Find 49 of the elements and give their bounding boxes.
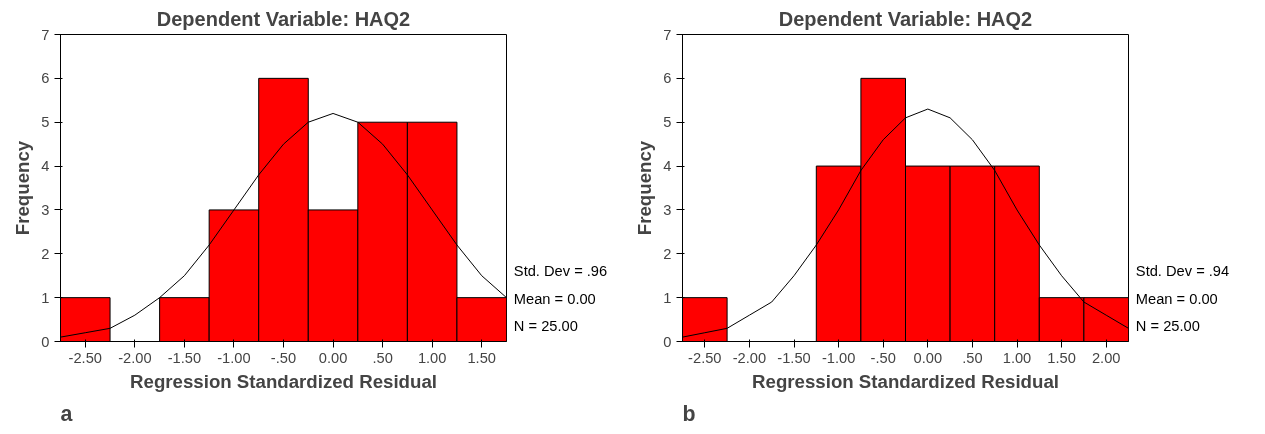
y-tick-label: 0: [663, 333, 672, 350]
y-tick-label: 4: [41, 158, 50, 175]
x-tick-label: -.50: [270, 349, 297, 366]
y-tick-label: 6: [663, 70, 672, 87]
y-tick-label: 2: [663, 245, 672, 262]
text: Std. Dev = .96: [513, 262, 608, 279]
x-tick-label: 1.00: [1002, 349, 1032, 366]
text: a: [60, 401, 73, 426]
x-tick-label: -1.00: [821, 349, 856, 366]
x-tick-label: -1.50: [167, 349, 202, 366]
text: Mean = 0.00: [1135, 290, 1218, 307]
x-tick-label: 1.00: [417, 349, 447, 366]
y-axis-title: Frequency: [12, 140, 34, 236]
y-tick-label: 3: [663, 201, 672, 218]
y-tick-label: 0: [41, 333, 50, 350]
x-tick-label: 1.50: [1047, 349, 1076, 366]
x-tick-label: -1.50: [777, 349, 811, 366]
x-tick-label: -2.00: [118, 349, 152, 366]
x-axis-title: Regression Standardized Residual: [130, 370, 437, 392]
text: Std. Dev = .94: [1135, 262, 1230, 279]
x-tick-label: 0.00: [318, 349, 348, 366]
y-tick-label: 1: [41, 289, 50, 306]
text: N = 25.00: [513, 318, 578, 335]
x-tick-label: 1.50: [467, 349, 496, 366]
y-tick-label: 3: [41, 201, 50, 218]
x-axis-title: Regression Standardized Residual: [752, 370, 1059, 392]
y-axis-title: Frequency: [634, 140, 656, 236]
x-tick-label: .50: [962, 349, 983, 366]
x-tick-label: 0.00: [913, 349, 943, 366]
y-tick-label: 4: [663, 158, 672, 175]
text: b: [682, 401, 696, 426]
x-tick-label: -2.00: [732, 349, 767, 366]
text: N = 25.00: [1135, 318, 1200, 335]
x-tick-label: -1.00: [217, 349, 251, 366]
y-tick-label: 5: [663, 114, 672, 131]
y-tick-label: 5: [41, 114, 50, 131]
x-tick-label: .50: [372, 349, 393, 366]
y-tick-label: 7: [663, 26, 672, 43]
y-tick-label: 7: [41, 26, 50, 43]
x-tick-label: -2.50: [68, 349, 102, 366]
x-tick-label: 2.00: [1091, 349, 1121, 366]
y-tick-label: 1: [663, 289, 672, 306]
text: Mean = 0.00: [513, 290, 596, 307]
x-tick-label: -.50: [870, 349, 896, 366]
chart-title: Dependent Variable: HAQ2: [778, 7, 1033, 30]
x-tick-label: -2.50: [688, 349, 722, 366]
y-tick-label: 6: [41, 70, 50, 87]
chart-title: Dependent Variable: HAQ2: [156, 7, 411, 30]
y-tick-label: 2: [41, 245, 50, 262]
